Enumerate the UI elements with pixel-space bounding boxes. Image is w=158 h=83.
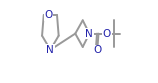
Text: O: O (93, 45, 101, 55)
Text: N: N (85, 29, 93, 39)
Text: O: O (45, 10, 53, 20)
Text: N: N (46, 45, 54, 55)
Text: O: O (103, 29, 111, 39)
